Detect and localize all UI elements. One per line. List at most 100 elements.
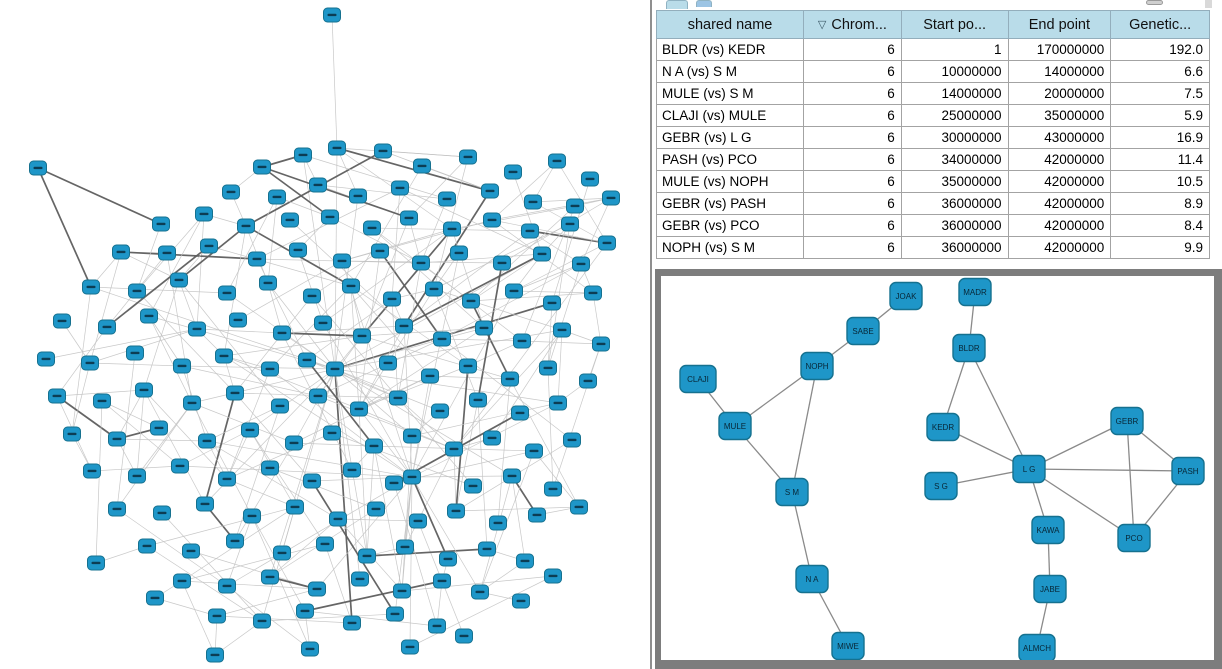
network-node[interactable] bbox=[323, 7, 341, 23]
network-node[interactable] bbox=[389, 390, 407, 406]
table-cell[interactable]: 35000000 bbox=[900, 170, 1009, 193]
table-cell[interactable]: 9.9 bbox=[1110, 236, 1210, 259]
network-node[interactable] bbox=[215, 348, 233, 364]
network-node[interactable] bbox=[553, 322, 571, 338]
table-cell[interactable]: 6 bbox=[803, 60, 902, 83]
network-node[interactable] bbox=[329, 511, 347, 527]
network-node[interactable] bbox=[516, 553, 534, 569]
subnetwork-node[interactable]: CLAJI bbox=[679, 364, 717, 394]
network-node[interactable] bbox=[229, 312, 247, 328]
network-node[interactable] bbox=[259, 275, 277, 291]
table-cell[interactable]: 5.9 bbox=[1110, 104, 1210, 127]
network-node[interactable] bbox=[261, 460, 279, 476]
node-shape[interactable] bbox=[679, 364, 717, 394]
network-node[interactable] bbox=[505, 283, 523, 299]
network-node[interactable] bbox=[566, 198, 584, 214]
network-node[interactable] bbox=[471, 584, 489, 600]
table-cell[interactable]: MULE (vs) NOPH bbox=[655, 170, 805, 193]
node-shape[interactable] bbox=[775, 477, 809, 507]
network-node[interactable] bbox=[363, 220, 381, 236]
network-node[interactable] bbox=[391, 180, 409, 196]
network-node[interactable] bbox=[158, 245, 176, 261]
table-cell[interactable]: N A (vs) S M bbox=[655, 60, 805, 83]
network-node[interactable] bbox=[241, 422, 259, 438]
network-node[interactable] bbox=[428, 618, 446, 634]
table-row[interactable]: N A (vs) S M 6 10000000 14000000 6.6 bbox=[655, 60, 1210, 83]
network-node[interactable] bbox=[351, 571, 369, 587]
network-node[interactable] bbox=[602, 190, 620, 206]
network-node[interactable] bbox=[431, 403, 449, 419]
network-node[interactable] bbox=[296, 603, 314, 619]
network-node[interactable] bbox=[308, 581, 326, 597]
network-node[interactable] bbox=[401, 639, 419, 655]
network-node[interactable] bbox=[150, 420, 168, 436]
network-node[interactable] bbox=[503, 468, 521, 484]
network-node[interactable] bbox=[303, 288, 321, 304]
network-node[interactable] bbox=[309, 177, 327, 193]
table-cell[interactable]: 8.9 bbox=[1110, 192, 1210, 215]
network-node[interactable] bbox=[206, 647, 224, 663]
table-cell[interactable]: 16.9 bbox=[1110, 126, 1210, 149]
network-node[interactable] bbox=[533, 246, 551, 262]
table-cell[interactable]: 35000000 bbox=[1007, 104, 1112, 127]
network-node[interactable] bbox=[333, 253, 351, 269]
subnetwork-edge[interactable] bbox=[968, 347, 1030, 470]
table-row[interactable]: PASH (vs) PCO 6 34000000 42000000 11.4 bbox=[655, 148, 1210, 171]
node-shape[interactable] bbox=[1012, 454, 1046, 484]
network-node[interactable] bbox=[528, 507, 546, 523]
table-cell[interactable]: BLDR (vs) KEDR bbox=[655, 38, 805, 61]
network-node[interactable] bbox=[367, 501, 385, 517]
subnetwork-node[interactable]: GEBR bbox=[1110, 406, 1144, 436]
network-node[interactable] bbox=[153, 505, 171, 521]
subnetwork-node[interactable]: S M bbox=[775, 477, 809, 507]
network-node[interactable] bbox=[195, 206, 213, 222]
network-node[interactable] bbox=[188, 321, 206, 337]
network-node[interactable] bbox=[81, 355, 99, 371]
table-cell[interactable]: 42000000 bbox=[1007, 236, 1112, 259]
network-node[interactable] bbox=[243, 508, 261, 524]
node-shape[interactable] bbox=[952, 333, 986, 363]
network-node[interactable] bbox=[358, 548, 376, 564]
network-node[interactable] bbox=[298, 352, 316, 368]
tab-fragment-icon[interactable] bbox=[696, 0, 712, 7]
network-node[interactable] bbox=[138, 538, 156, 554]
network-node[interactable] bbox=[343, 615, 361, 631]
table-cell[interactable]: 30000000 bbox=[900, 126, 1009, 149]
network-node[interactable] bbox=[450, 245, 468, 261]
table-cell[interactable]: 6 bbox=[803, 214, 902, 237]
network-node[interactable] bbox=[445, 441, 463, 457]
network-node[interactable] bbox=[350, 401, 368, 417]
node-shape[interactable] bbox=[924, 471, 958, 501]
network-node[interactable] bbox=[48, 388, 66, 404]
subnetwork-node[interactable]: S G bbox=[924, 471, 958, 501]
network-node[interactable] bbox=[475, 320, 493, 336]
table-cell[interactable]: 36000000 bbox=[900, 192, 1009, 215]
table-cell[interactable]: MULE (vs) S M bbox=[655, 82, 805, 105]
table-cell[interactable]: 8.4 bbox=[1110, 214, 1210, 237]
table-row[interactable]: MULE (vs) S M 6 14000000 20000000 7.5 bbox=[655, 82, 1210, 105]
table-cell[interactable]: 14000000 bbox=[1007, 60, 1112, 83]
table-cell[interactable]: 170000000 bbox=[1007, 38, 1112, 61]
network-node[interactable] bbox=[572, 256, 590, 272]
network-node[interactable] bbox=[286, 499, 304, 515]
network-node[interactable] bbox=[173, 573, 191, 589]
network-node[interactable] bbox=[464, 478, 482, 494]
table-cell[interactable]: 6 bbox=[803, 38, 902, 61]
table-row[interactable]: NOPH (vs) S M 6 36000000 42000000 9.9 bbox=[655, 236, 1210, 259]
table-cell[interactable]: 6 bbox=[803, 192, 902, 215]
network-node[interactable] bbox=[218, 578, 236, 594]
network-node[interactable] bbox=[412, 255, 430, 271]
table-cell[interactable]: 20000000 bbox=[1007, 82, 1112, 105]
network-node[interactable] bbox=[309, 388, 327, 404]
network-node[interactable] bbox=[29, 160, 47, 176]
network-node[interactable] bbox=[469, 392, 487, 408]
network-node[interactable] bbox=[501, 371, 519, 387]
network-node[interactable] bbox=[379, 355, 397, 371]
network-node[interactable] bbox=[511, 405, 529, 421]
network-node[interactable] bbox=[543, 295, 561, 311]
panel-divider[interactable] bbox=[650, 0, 652, 669]
column-header[interactable]: shared name bbox=[655, 10, 805, 39]
network-node[interactable] bbox=[182, 543, 200, 559]
table-cell[interactable]: 42000000 bbox=[1007, 214, 1112, 237]
table-cell[interactable]: 14000000 bbox=[900, 82, 1009, 105]
